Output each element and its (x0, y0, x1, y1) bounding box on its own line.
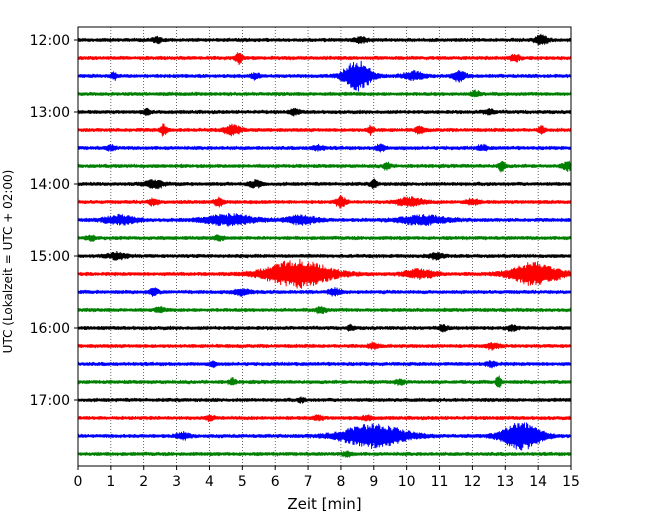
x-tick-label: 3 (172, 474, 181, 490)
trace-1645 (77, 375, 572, 388)
trace-1200 (77, 33, 572, 46)
x-tick-label: 12 (463, 474, 481, 490)
x-tick-label: 13 (496, 474, 514, 490)
x-tick-label: 10 (398, 474, 416, 490)
trace-1215 (77, 52, 572, 66)
x-tick-label: 0 (74, 474, 83, 490)
x-tick-label: 6 (271, 474, 280, 490)
x-tick-label: 15 (562, 474, 580, 490)
trace-1415 (77, 195, 572, 209)
y-tick-label: 17:00 (30, 393, 70, 409)
trace-1600 (77, 323, 572, 333)
x-tick-label: 1 (106, 474, 115, 490)
plot-frame (77, 26, 572, 467)
trace-1630 (77, 360, 572, 369)
x-tick-label: 8 (336, 474, 345, 490)
grid-layer (110, 27, 539, 466)
x-tick-label: 9 (369, 474, 378, 490)
trace-1230 (77, 60, 572, 92)
x-tick-label: 2 (139, 474, 148, 490)
trace-1745 (77, 450, 572, 458)
y-axis-label: UTC (Lokalzeit = UTC + 02:00) (1, 170, 15, 354)
y-tick-label: 16:00 (30, 321, 70, 337)
trace-1515 (77, 258, 572, 289)
x-tick-label: 11 (431, 474, 449, 490)
x-tick-label: 14 (529, 474, 547, 490)
trace-1730 (77, 422, 572, 451)
y-tick-label: 13:00 (30, 105, 70, 121)
trace-1400 (77, 178, 572, 190)
x-tick-label: 4 (205, 474, 214, 490)
trace-1545 (77, 305, 572, 315)
y-tick-label: 14:00 (30, 177, 70, 193)
trace-1315 (77, 123, 572, 137)
x-ticks: 0 1 2 3 4 5 6 7 8 9 10 11 12 13 14 15 (74, 466, 580, 490)
trace-layer (77, 33, 572, 458)
y-tick-label: 15:00 (30, 249, 70, 265)
trace-1615 (77, 341, 572, 351)
y-tick-label: 12:00 (30, 33, 70, 49)
trace-1500 (77, 250, 572, 261)
trace-1300 (77, 107, 572, 117)
x-tick-label: 5 (238, 474, 247, 490)
trace-1430 (77, 212, 572, 227)
trace-1700 (77, 396, 572, 404)
x-tick-label: 7 (304, 474, 313, 490)
trace-1715 (77, 414, 572, 423)
trace-1530 (77, 286, 572, 297)
trace-1245 (77, 89, 572, 98)
trace-1445 (77, 234, 572, 242)
x-axis-label: Zeit [min] (287, 495, 361, 513)
trace-1330 (77, 143, 572, 153)
y-ticks: 12:00 13:00 14:00 15:00 16:00 17:00 (30, 33, 78, 409)
trace-1345 (77, 160, 572, 173)
